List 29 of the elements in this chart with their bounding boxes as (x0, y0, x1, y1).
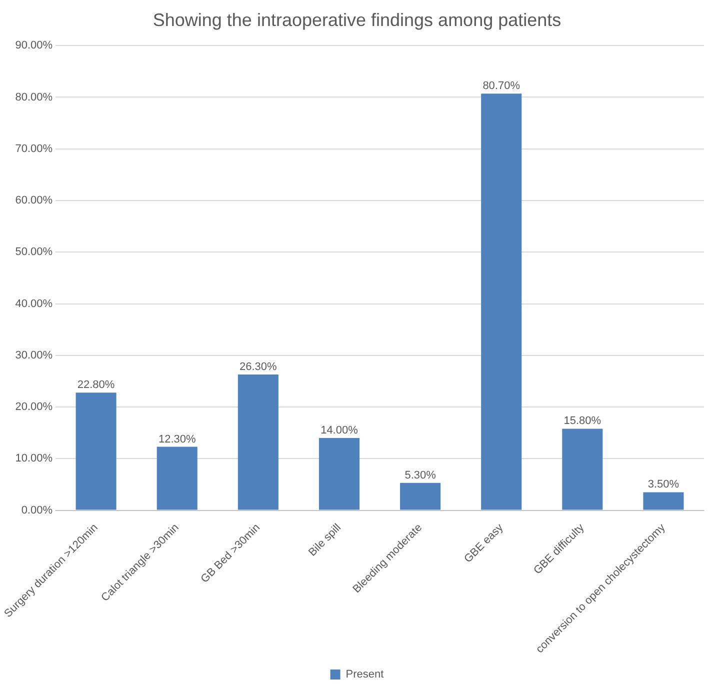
legend-label: Present (346, 668, 384, 681)
x-tick-label: Bile spill (306, 522, 344, 559)
y-tick-label: 30.00% (15, 349, 53, 362)
data-label: 15.80% (564, 415, 602, 428)
y-tick-label: 60.00% (15, 194, 53, 207)
data-label: 12.30% (158, 433, 196, 446)
data-label: 14.00% (320, 424, 358, 437)
chart-title: Showing the intraoperative findings among patients (152, 10, 562, 30)
data-label: 22.80% (77, 379, 115, 392)
y-tick-label: 0.00% (21, 504, 53, 516)
data-label: 3.50% (648, 478, 680, 491)
bar (318, 438, 360, 510)
y-tick-label: 10.00% (15, 452, 53, 465)
y-tick-label: 70.00% (15, 142, 53, 155)
data-label: 26.30% (240, 361, 278, 374)
y-tick-label: 20.00% (15, 401, 53, 414)
bar (238, 374, 278, 510)
bar (156, 446, 198, 510)
bar (481, 94, 522, 510)
y-tick-label: 50.00% (15, 246, 53, 258)
bar (400, 482, 441, 510)
data-label: 80.70% (482, 80, 520, 92)
y-tick-label: 90.00% (15, 40, 53, 52)
y-tick-label: 40.00% (15, 298, 53, 310)
bar (643, 492, 684, 510)
bar (76, 392, 116, 510)
data-label: 5.30% (404, 469, 436, 482)
y-tick-label: 80.00% (15, 91, 53, 104)
bar (562, 428, 603, 510)
